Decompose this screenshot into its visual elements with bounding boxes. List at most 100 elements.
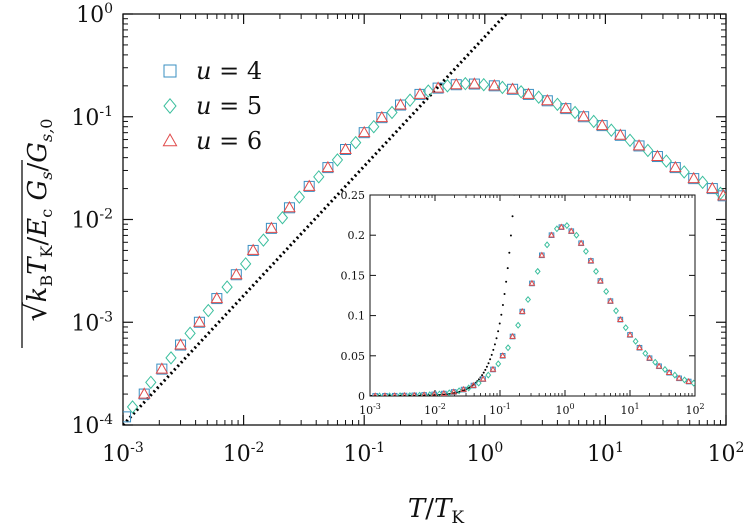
inset-dotted-fit-dot xyxy=(484,368,487,371)
x-tick-label: 10-3 xyxy=(102,440,144,467)
inset-y-tick-label: 0.25 xyxy=(341,189,366,202)
inset-data-point xyxy=(402,391,407,396)
legend-marker-diamond xyxy=(163,98,177,114)
data-point xyxy=(577,109,590,122)
data-point xyxy=(246,243,260,255)
main-reference-line xyxy=(123,14,508,425)
data-point xyxy=(293,190,306,204)
inset-dotted-fit-dot xyxy=(418,394,421,396)
inset-data-point xyxy=(577,239,585,246)
data-point xyxy=(540,94,554,106)
y-tick-label: 10-3 xyxy=(71,309,113,336)
inset-data-point xyxy=(489,365,497,372)
inset-dotted-fit-dot xyxy=(490,353,493,356)
inset-data-point xyxy=(544,241,551,249)
inset-dotted-fit-dot xyxy=(508,251,511,254)
inset-dotted-fit-dot xyxy=(477,378,480,381)
data-point xyxy=(559,101,573,114)
inset-data-point xyxy=(525,295,531,304)
inset-x-tick-label: 10-3 xyxy=(359,402,381,417)
main-dotted-fit xyxy=(123,14,508,425)
inset-data-point xyxy=(655,362,663,369)
inset-data-point xyxy=(607,297,614,304)
inset-data-point xyxy=(613,307,619,315)
x-tick-label: 100 xyxy=(466,440,503,467)
inset-data-point xyxy=(636,344,643,351)
data-point xyxy=(605,123,617,137)
data-point xyxy=(394,98,407,110)
inset-dotted-fit-dot xyxy=(513,195,516,196)
data-point xyxy=(221,280,233,294)
inset-x-tick-label: 10-2 xyxy=(424,402,446,417)
inset-dotted-fit-dot xyxy=(388,394,391,396)
inset-dotted-fit-dot xyxy=(500,313,503,316)
legend-marker-triangle xyxy=(162,133,178,147)
y-tick-label: 10-1 xyxy=(71,104,113,131)
inset-dotted-fit-dot xyxy=(489,358,492,361)
inset-data-point xyxy=(431,390,438,396)
inset-data-point xyxy=(671,371,678,379)
inset-dotted-fit-dot xyxy=(497,330,500,333)
data-point xyxy=(487,79,501,91)
data-point xyxy=(588,114,600,129)
inset-data-point xyxy=(505,344,512,352)
data-point xyxy=(651,149,664,162)
inset-data-point xyxy=(392,392,397,396)
inset-data-point xyxy=(475,379,482,387)
data-point xyxy=(174,338,187,350)
inset-data-point xyxy=(616,315,624,322)
inset-x-tick-label: 100 xyxy=(555,402,574,417)
inset-data-point xyxy=(553,225,560,233)
main-series xyxy=(123,76,726,423)
inset-series-diamond xyxy=(376,222,695,396)
data-point xyxy=(613,128,627,140)
inset-series xyxy=(372,222,695,396)
main-series-triangle xyxy=(137,77,726,399)
data-point xyxy=(522,87,535,99)
inset-y-tick-label: 0 xyxy=(358,390,365,403)
inset-dotted-fit-dot xyxy=(409,394,412,396)
inset-data-point xyxy=(421,391,427,396)
inset-data-point xyxy=(495,360,502,368)
data-point xyxy=(283,201,296,213)
inset-data-point xyxy=(642,349,649,357)
x-tick-label: 101 xyxy=(587,440,624,467)
inset-y-tick-label: 0.05 xyxy=(341,350,366,363)
data-point xyxy=(331,153,344,167)
inset-y-tick-label: 0.15 xyxy=(341,269,366,282)
data-point xyxy=(386,105,398,120)
data-point xyxy=(155,362,169,374)
x-tick-label: 10-2 xyxy=(223,440,265,467)
data-point xyxy=(478,77,490,92)
data-point xyxy=(126,400,139,414)
inset-y-tick-label: 0.2 xyxy=(348,229,366,242)
inset-dotted-fit-dot xyxy=(509,234,512,237)
data-point xyxy=(551,97,564,112)
data-point xyxy=(276,210,289,225)
inset-dotted-fit-dot xyxy=(495,337,498,340)
inset-plot-frame xyxy=(369,194,696,397)
data-point xyxy=(506,82,519,94)
data-point xyxy=(632,139,646,151)
y-axis-label: √kBTK/Ec Gs/Gs,0 xyxy=(19,119,56,348)
data-point xyxy=(229,267,243,280)
inset-data-point xyxy=(460,385,467,392)
inset-data-point xyxy=(573,231,580,239)
inset-data-point xyxy=(515,321,522,329)
data-point xyxy=(660,154,672,168)
data-point xyxy=(321,160,335,173)
data-point xyxy=(339,142,352,155)
inset-data-point xyxy=(538,251,546,258)
inset-y-tick-label: 0.1 xyxy=(348,310,366,323)
inset-data-point xyxy=(450,388,458,395)
inset-data-point xyxy=(397,392,404,396)
data-point xyxy=(441,79,454,93)
data-point xyxy=(302,179,316,191)
data-point xyxy=(184,326,196,341)
data-point xyxy=(137,387,151,399)
inset-data-point xyxy=(622,324,629,332)
x-tick-label: 102 xyxy=(708,440,745,467)
inset-data-point xyxy=(632,337,639,345)
y-tick-label: 100 xyxy=(76,1,113,28)
